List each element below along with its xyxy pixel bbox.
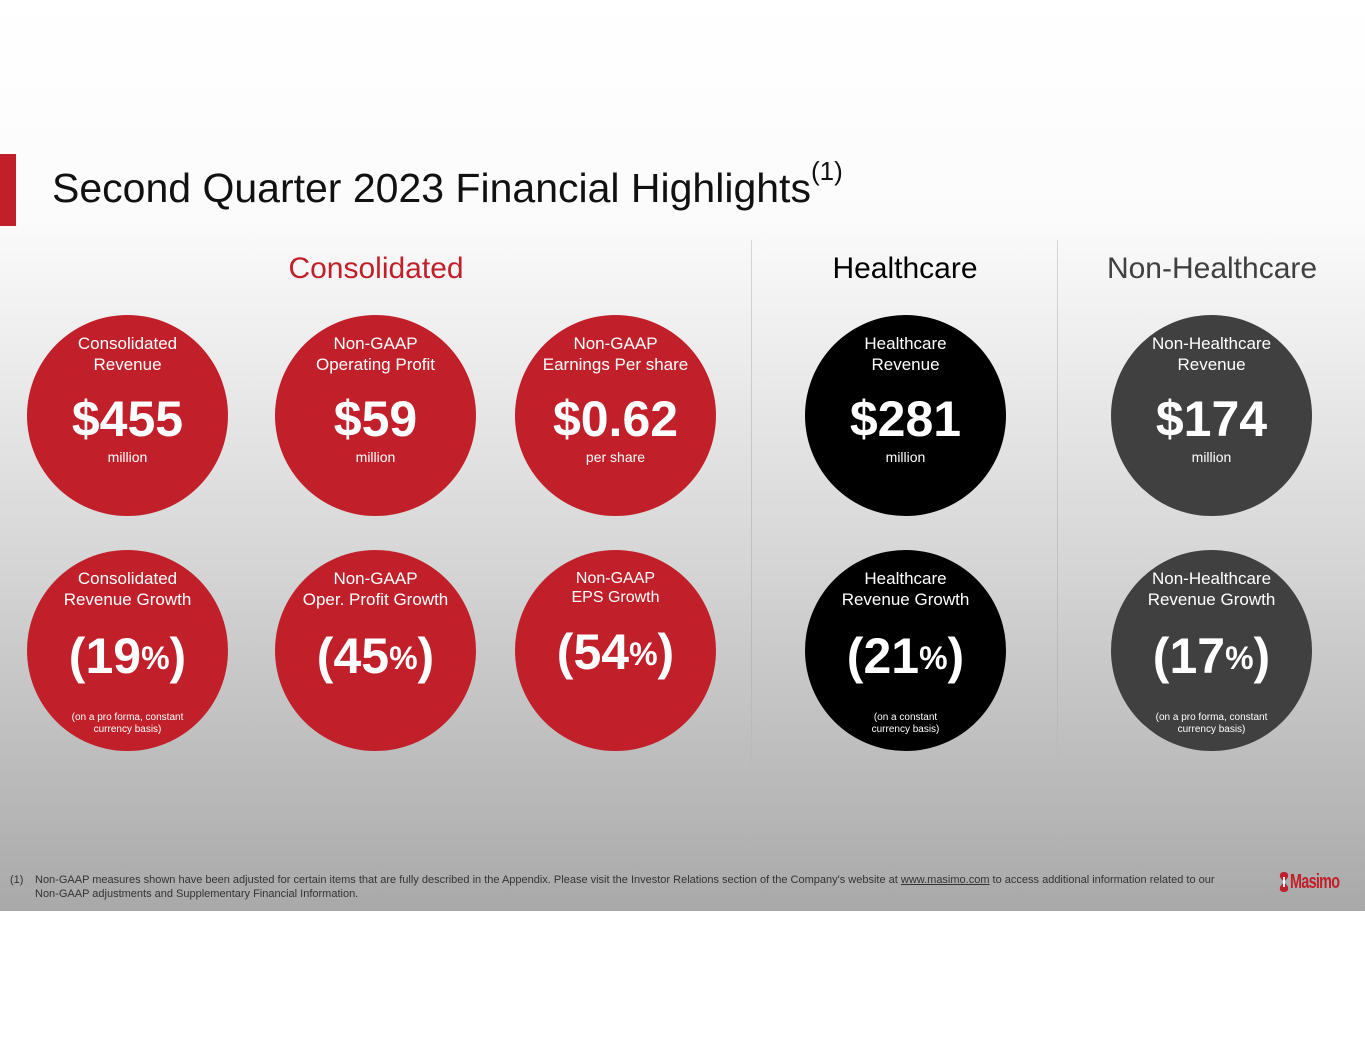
section-heading-non-healthcare: Non-Healthcare: [1106, 252, 1318, 285]
metric-label: Non-Healthcare Revenue: [1151, 334, 1272, 374]
metric-label: Non-GAAP Operating Profit: [315, 334, 436, 374]
paren-close: ): [169, 628, 187, 684]
metric-unit: per share: [585, 449, 646, 465]
metric-label: Consolidated Revenue: [77, 334, 178, 374]
masimo-logo: Masimo: [1278, 867, 1358, 897]
paren-open: (: [316, 628, 334, 684]
metric-note: (on a constant currency basis): [871, 712, 940, 735]
metric-value: $174: [1155, 391, 1268, 447]
metric-label: Non-GAAP Oper. Profit Growth: [302, 569, 449, 609]
footnote-text-before: Non-GAAP measures shown have been adjust…: [35, 874, 901, 886]
percent-sign: %: [141, 640, 170, 676]
consolidated-revenue-growth-circle: Consolidated Revenue Growth (19%) (on a …: [27, 550, 228, 751]
paren-open: (: [846, 628, 864, 684]
slide-title: Second Quarter 2023 Financial Highlights…: [52, 158, 843, 214]
percent-sign: %: [919, 640, 948, 676]
non-healthcare-revenue-growth-circle: Non-Healthcare Revenue Growth (17%) (on …: [1111, 550, 1312, 751]
metric-growth-value: (21%): [805, 626, 1006, 686]
metric-value: $0.62: [552, 391, 679, 447]
metric-value: $455: [71, 391, 184, 447]
growth-number: 21: [863, 628, 920, 684]
section-divider: [751, 240, 752, 860]
metric-growth-value: (54%): [515, 622, 716, 682]
eps-growth-circle: Non-GAAP EPS Growth (54%): [515, 550, 716, 751]
slide: Second Quarter 2023 Financial Highlights…: [0, 0, 1365, 911]
metric-label: Non-GAAP Earnings Per share: [542, 334, 689, 374]
section-divider: [1057, 240, 1058, 860]
paren-open: (: [1152, 628, 1170, 684]
footnote: (1) Non-GAAP measures shown have been ad…: [10, 873, 1240, 901]
paren-close: ): [417, 628, 435, 684]
paren-close: ): [1253, 628, 1271, 684]
masimo-logo-text: Masimo: [1290, 870, 1340, 893]
metric-growth-value: (17%): [1111, 626, 1312, 686]
growth-number: 19: [85, 628, 142, 684]
masimo-logo-mark-icon: [1279, 872, 1289, 892]
paren-close: ): [947, 628, 965, 684]
metric-unit: million: [885, 449, 926, 465]
healthcare-revenue-circle: Healthcare Revenue $281 million: [805, 315, 1006, 516]
footnote-number: (1): [10, 874, 24, 886]
paren-open: (: [556, 624, 574, 680]
metric-unit: million: [1191, 449, 1232, 465]
healthcare-revenue-growth-circle: Healthcare Revenue Growth (21%) (on a co…: [805, 550, 1006, 751]
growth-number: 17: [1169, 628, 1226, 684]
growth-number: 54: [573, 624, 630, 680]
eps-circle: Non-GAAP Earnings Per share $0.62 per sh…: [515, 315, 716, 516]
paren-open: (: [68, 628, 86, 684]
footnote-text-after: to access additional information related…: [35, 874, 1215, 900]
title-accent-bar: [0, 154, 16, 226]
metric-label: Non-Healthcare Revenue Growth: [1147, 569, 1276, 609]
metric-label: Healthcare Revenue: [864, 334, 947, 374]
title-footnote-ref: (1): [810, 156, 843, 186]
operating-profit-growth-circle: Non-GAAP Oper. Profit Growth (45%): [275, 550, 476, 751]
slide-title-text: Second Quarter 2023 Financial Highlights: [52, 165, 811, 211]
percent-sign: %: [629, 636, 658, 672]
metric-value: $59: [333, 391, 418, 447]
metric-note: (on a pro forma, constant currency basis…: [1155, 712, 1268, 735]
metric-growth-value: (45%): [275, 626, 476, 686]
masimo-website-link[interactable]: www.masimo.com: [900, 874, 990, 886]
metric-value: $281: [849, 391, 962, 447]
section-heading-consolidated: Consolidated: [288, 252, 464, 285]
operating-profit-circle: Non-GAAP Operating Profit $59 million: [275, 315, 476, 516]
metric-growth-value: (19%): [27, 626, 228, 686]
metric-unit: million: [355, 449, 396, 465]
metric-label: Healthcare Revenue Growth: [841, 569, 970, 609]
metric-label: Non-GAAP EPS Growth: [571, 570, 660, 606]
consolidated-revenue-circle: Consolidated Revenue $455 million: [27, 315, 228, 516]
metric-label: Consolidated Revenue Growth: [63, 569, 192, 609]
paren-close: ): [657, 624, 675, 680]
section-heading-healthcare: Healthcare: [832, 252, 978, 285]
metric-unit: million: [107, 449, 148, 465]
percent-sign: %: [389, 640, 418, 676]
footnote-text: Non-GAAP measures shown have been adjust…: [35, 873, 1240, 901]
growth-number: 45: [333, 628, 390, 684]
non-healthcare-revenue-circle: Non-Healthcare Revenue $174 million: [1111, 315, 1312, 516]
percent-sign: %: [1225, 640, 1254, 676]
metric-note: (on a pro forma, constant currency basis…: [71, 712, 184, 735]
